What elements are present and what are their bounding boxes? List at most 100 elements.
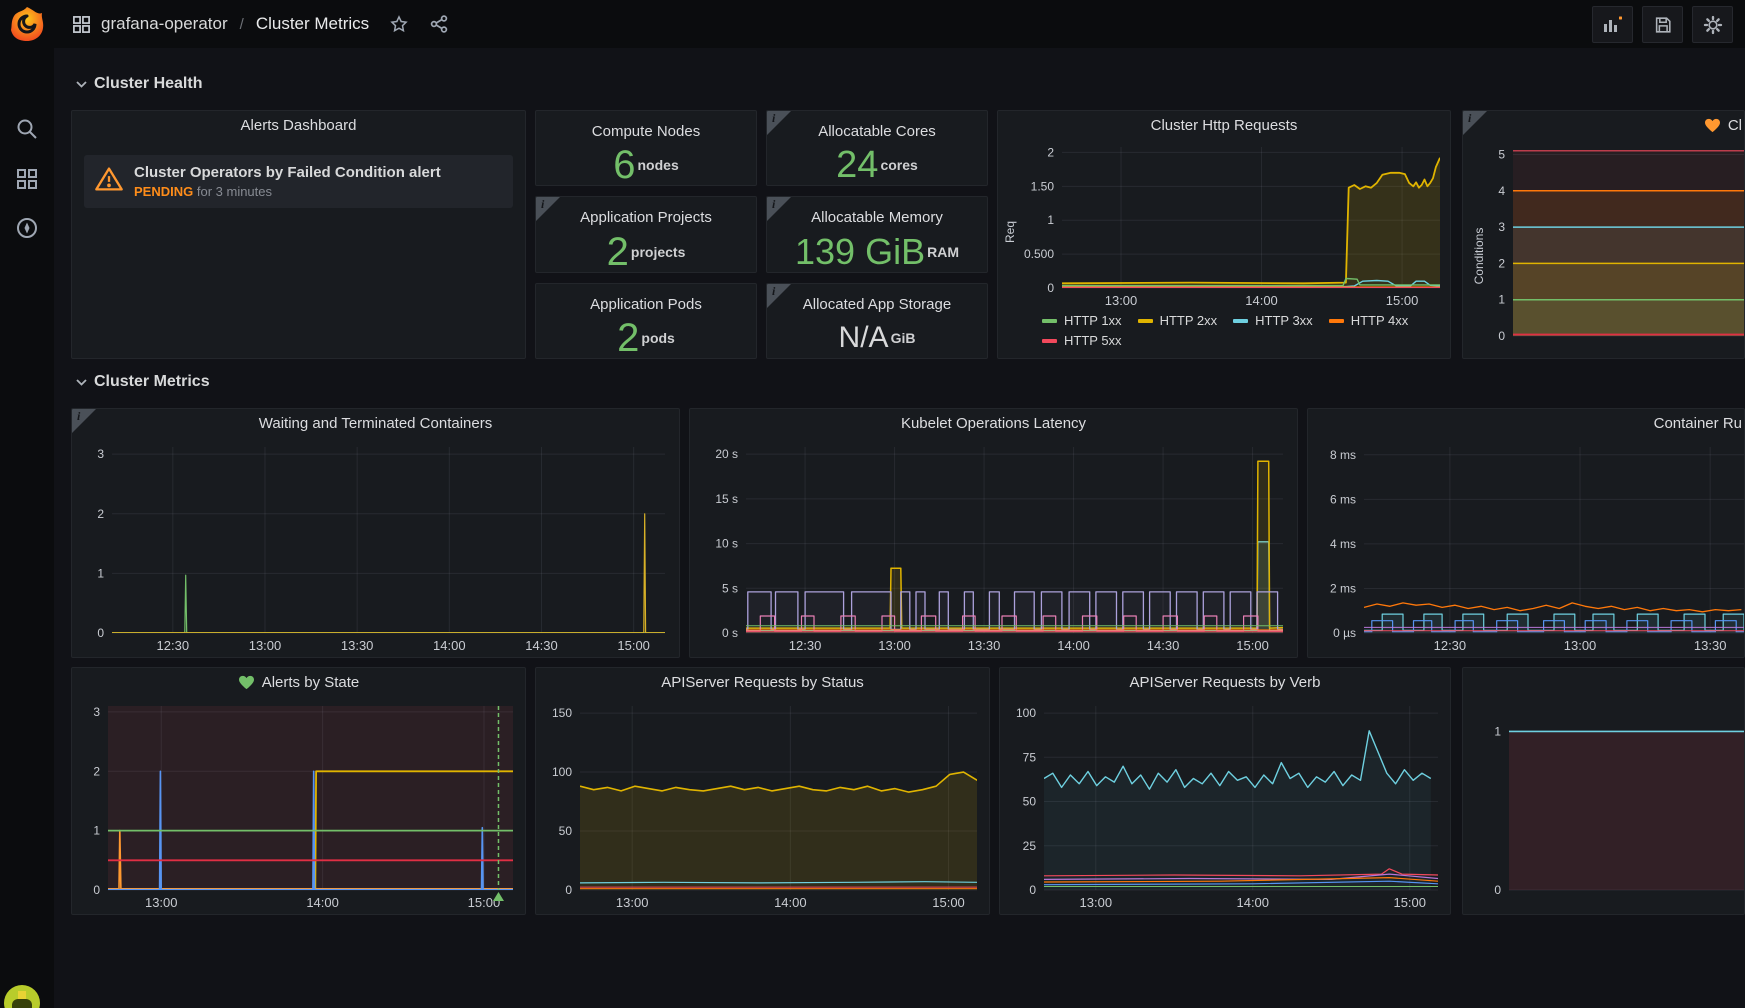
panel-title[interactable]: APIServer Requests by Status (536, 668, 989, 696)
panel-title[interactable] (1463, 668, 1744, 696)
svg-text:15:00: 15:00 (1236, 638, 1269, 653)
info-corner-icon[interactable]: i (767, 284, 791, 308)
panel-title[interactable]: Cl (1463, 111, 1744, 139)
panel-allocated-app-storage: i Allocated App Storage N/AGiB (766, 283, 988, 359)
alert-list-item[interactable]: Cluster Operators by Failed Condition al… (84, 155, 513, 208)
panel-waiting-terminated-containers: i Waiting and Terminated Containers 0123… (71, 408, 680, 658)
info-corner-icon[interactable]: i (72, 409, 96, 433)
section-cluster-metrics[interactable]: Cluster Metrics (76, 373, 210, 391)
dashboard-actions (1592, 6, 1733, 43)
panel-alerts-dashboard: Alerts Dashboard Cluster Operators by Fa… (71, 110, 526, 359)
legend-item[interactable]: HTTP 3xx (1233, 313, 1313, 328)
info-corner-icon[interactable]: i (1463, 111, 1487, 135)
apiserver-status-chart[interactable]: 05010015013:0014:0015:00 (536, 696, 989, 914)
svg-text:100: 100 (1016, 706, 1036, 720)
stat-value: 6 (613, 145, 635, 185)
section-cluster-health[interactable]: Cluster Health (76, 75, 202, 93)
stat-value: N/A (839, 323, 889, 353)
avatar-figure (18, 991, 26, 999)
legend-item[interactable]: HTTP 4xx (1329, 313, 1409, 328)
alerts-by-state-chart[interactable]: 012313:0014:0015:00 (72, 696, 525, 914)
panel-title[interactable]: Compute Nodes (536, 117, 756, 145)
legend-item[interactable]: HTTP 1xx (1042, 313, 1122, 328)
svg-text:15 s: 15 s (715, 492, 738, 506)
svg-text:8 ms: 8 ms (1330, 448, 1356, 462)
panel-title[interactable]: Waiting and Terminated Containers (72, 409, 679, 437)
breadcrumb-page[interactable]: Cluster Metrics (256, 14, 369, 34)
chart-legend: HTTP 1xx HTTP 2xx HTTP 3xx HTTP 4xx HTTP 5xx (998, 310, 1450, 358)
svg-text:50: 50 (559, 824, 573, 838)
apiserver-verb-chart[interactable]: 025507510013:0014:0015:00 (1000, 696, 1450, 914)
breadcrumb-app[interactable]: grafana-operator (101, 14, 228, 34)
share-icon[interactable] (429, 14, 449, 34)
stat-unit: nodes (638, 157, 679, 173)
svg-text:0: 0 (1498, 329, 1505, 343)
svg-text:13:30: 13:30 (1694, 638, 1727, 653)
svg-text:0: 0 (97, 626, 104, 640)
panel-kubelet-operations-latency: Kubelet Operations Latency 0 s5 s10 s15 … (689, 408, 1298, 658)
svg-text:15:00: 15:00 (932, 895, 965, 910)
svg-text:50: 50 (1023, 795, 1037, 809)
svg-text:0: 0 (1047, 281, 1054, 295)
user-avatar[interactable] (4, 985, 40, 1008)
svg-text:2: 2 (93, 764, 100, 778)
panel-title[interactable]: Application Projects (536, 203, 756, 231)
container-runtime-chart[interactable]: 0 µs2 ms4 ms6 ms8 ms12:3013:0013:30 (1308, 437, 1744, 657)
panel-title[interactable]: Alerts by State (72, 668, 525, 696)
svg-text:75: 75 (1023, 750, 1037, 764)
alert-duration: for 3 minutes (197, 184, 272, 199)
panel-title[interactable]: Alerts Dashboard (72, 111, 525, 139)
grafana-logo-icon[interactable] (9, 6, 45, 42)
svg-text:13:30: 13:30 (341, 638, 374, 653)
legend-item[interactable]: HTTP 2xx (1138, 313, 1218, 328)
svg-text:6 ms: 6 ms (1330, 492, 1356, 506)
svg-text:12:30: 12:30 (157, 638, 190, 653)
svg-text:2 ms: 2 ms (1330, 581, 1356, 595)
svg-text:1: 1 (1498, 293, 1505, 307)
section-label: Cluster Health (94, 75, 202, 93)
svg-text:1: 1 (97, 566, 104, 580)
svg-text:1: 1 (93, 824, 100, 838)
explore-compass-icon[interactable] (15, 216, 39, 240)
panel-title-text: Alerts by State (262, 674, 360, 691)
dashboard-settings-button[interactable] (1692, 6, 1733, 43)
svg-text:14:30: 14:30 (525, 638, 558, 653)
panel-title[interactable]: Cluster Http Requests (998, 111, 1450, 139)
kubelet-latency-chart[interactable]: 0 s5 s10 s15 s20 s12:3013:0013:3014:0014… (690, 437, 1297, 657)
svg-text:25: 25 (1023, 839, 1037, 853)
panel-title[interactable]: Kubelet Operations Latency (690, 409, 1297, 437)
info-corner-icon[interactable]: i (536, 197, 560, 221)
info-corner-icon[interactable]: i (767, 197, 791, 221)
conditions-chart[interactable]: 012345 (1463, 139, 1744, 358)
star-icon[interactable] (389, 14, 409, 34)
svg-text:13:30: 13:30 (968, 638, 1001, 653)
stat-unit: pods (641, 330, 674, 346)
panel-title[interactable]: Container Ru (1308, 409, 1744, 437)
svg-text:13:00: 13:00 (249, 638, 282, 653)
svg-text:0: 0 (1494, 883, 1501, 897)
panel-title[interactable]: Allocatable Cores (767, 117, 987, 145)
stat-unit: cores (880, 157, 917, 173)
svg-text:14:00: 14:00 (1236, 895, 1269, 910)
svg-text:14:00: 14:00 (1245, 293, 1278, 308)
panel-title[interactable]: APIServer Requests by Verb (1000, 668, 1450, 696)
search-icon[interactable] (15, 117, 39, 141)
svg-text:12:30: 12:30 (1434, 638, 1467, 653)
legend-item[interactable]: HTTP 5xx (1042, 333, 1122, 348)
svg-text:0: 0 (565, 883, 572, 897)
http-requests-chart[interactable]: 00.50011.50213:0014:0015:00 (998, 139, 1450, 310)
save-dashboard-button[interactable] (1642, 6, 1683, 43)
panel-title[interactable]: Application Pods (536, 290, 756, 318)
chevron-down-icon (76, 81, 87, 88)
waiting-containers-chart[interactable]: 012312:3013:0013:3014:0014:3015:00 (72, 437, 679, 657)
cut-right-chart[interactable]: 01 (1463, 696, 1744, 914)
panel-title[interactable]: Allocated App Storage (767, 290, 987, 318)
svg-text:2: 2 (97, 507, 104, 521)
dashboards-icon[interactable] (15, 167, 39, 191)
svg-text:5 s: 5 s (722, 581, 738, 595)
panel-cluster-operators-conditions: i Cl Conditions 012345 (1462, 110, 1745, 359)
add-panel-button[interactable] (1592, 6, 1633, 43)
panel-title[interactable]: Allocatable Memory (767, 203, 987, 231)
svg-text:20 s: 20 s (715, 447, 738, 461)
info-corner-icon[interactable]: i (767, 111, 791, 135)
